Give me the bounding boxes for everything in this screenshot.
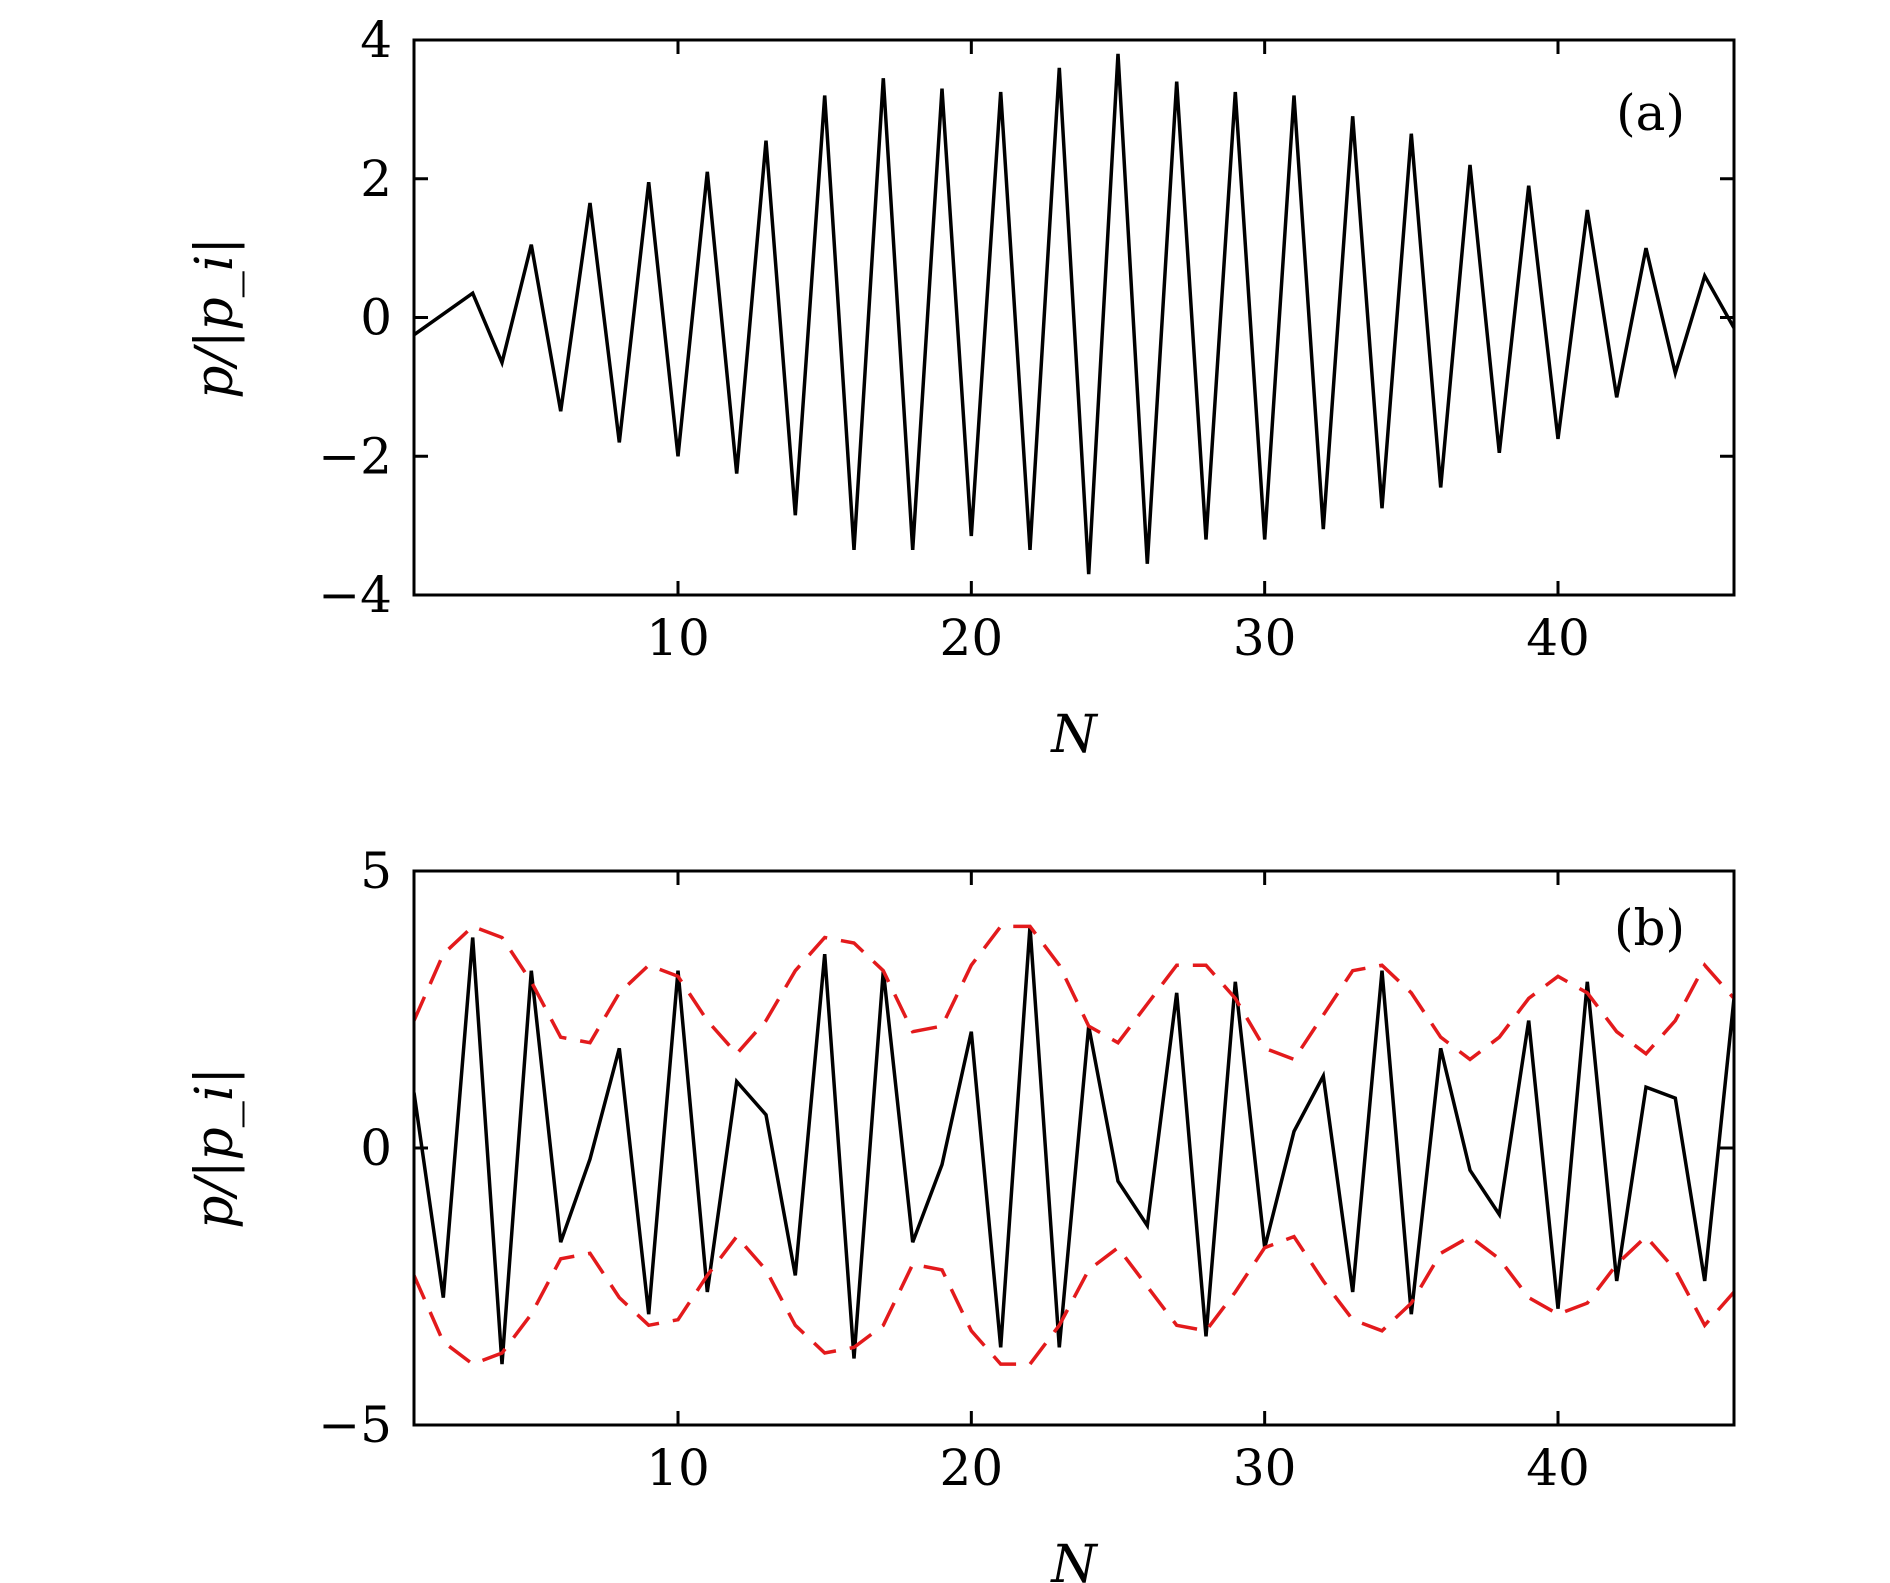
x-tick-label: 10 [646,1439,710,1497]
y-tick-label: −4 [318,566,392,624]
panel-label: (b) [1614,899,1685,957]
y-axis-label: p/|p_i| [185,237,245,399]
y-tick-label: 4 [360,11,392,69]
panel-a: 10 20 30 40 −4 −2 0 2 4 Np/|p_i| (a) [185,11,1736,765]
y-tick-label: 0 [360,289,392,347]
y-tick-label: 5 [360,842,392,900]
x-tick-label: 30 [1233,1439,1297,1497]
panel-label: (a) [1616,84,1685,142]
y-tick-label: 2 [360,150,392,208]
x-axis-label: N [1049,1535,1098,1583]
y-axis-label: p/|p_i| [185,1067,245,1229]
x-axis-label: N [1049,705,1098,765]
x-tick-label: 20 [940,1439,1004,1497]
series-line-3 [414,1233,1734,1367]
plot-frame [412,869,1736,1427]
x-tick-label: 20 [940,609,1004,667]
panel-b: 10 20 30 40 −5 0 5 Np/|p_i| (b) [185,842,1736,1583]
x-tick-label: 10 [646,609,710,667]
x-tick-label: 30 [1233,609,1297,667]
series-line-2 [414,924,1734,1062]
series-line-1 [414,926,1734,1365]
x-tick-label: 40 [1526,1439,1590,1497]
y-tick-label: 0 [360,1119,392,1177]
y-tick-label: −2 [318,427,392,485]
series-line-1 [414,53,1734,575]
y-tick-label: −5 [318,1396,392,1454]
x-tick-label: 40 [1526,609,1590,667]
